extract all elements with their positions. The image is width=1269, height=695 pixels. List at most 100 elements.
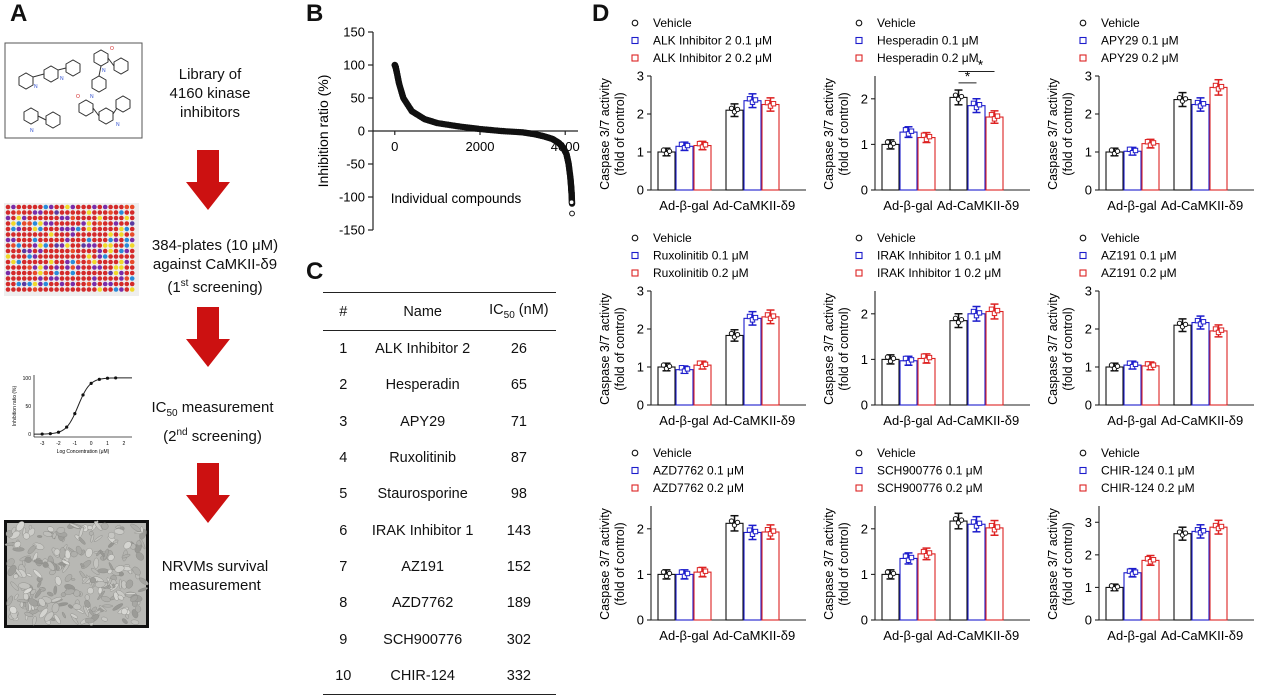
plate-well (11, 276, 16, 281)
d-bar (917, 357, 936, 406)
plate-well (59, 226, 65, 232)
plate-well (129, 259, 135, 265)
plate-well (102, 276, 108, 281)
plate-well (124, 265, 130, 270)
library-line-1: Library of (178, 66, 242, 83)
d-bar (949, 320, 968, 406)
row-number: 8 (339, 595, 348, 612)
legend-label: Vehicle (877, 446, 916, 460)
plate-well (59, 254, 65, 259)
plate-well (32, 226, 38, 232)
d-point (970, 308, 977, 315)
legend-label: APY29 0.1 μM (1101, 34, 1179, 48)
d-point (770, 313, 777, 319)
plate-well (38, 210, 43, 215)
row-ic50-value: 87 (510, 450, 527, 467)
d-category-label: Ad-β-gal (1107, 413, 1156, 428)
d-point (1212, 522, 1219, 529)
plate-well (59, 215, 65, 221)
d-y-tick: 0 (637, 398, 644, 413)
library-line-3: inhibitors (179, 104, 241, 121)
plate-well (86, 243, 92, 248)
d-y-tick: 3 (637, 284, 644, 299)
plate-well (129, 243, 135, 248)
legend-label: Ruxolinitib 0.2 μM (653, 266, 749, 280)
d-bar (917, 553, 936, 621)
plate-well (5, 210, 11, 215)
library-line-2: 4160 kinase (169, 85, 251, 102)
d-point (1182, 530, 1189, 536)
plate-well (124, 215, 130, 221)
plate-well (27, 243, 32, 248)
plates-screen-post: screening) (188, 279, 263, 296)
cell (130, 619, 140, 625)
cell (39, 607, 49, 619)
plate-well (70, 270, 76, 276)
d-point (1126, 360, 1133, 366)
d-point (994, 113, 1001, 119)
d-point (1114, 584, 1121, 590)
plate-well (48, 215, 54, 221)
plate-well (113, 243, 119, 248)
mini-point (48, 432, 52, 436)
mini-point (114, 376, 118, 380)
cell (18, 582, 31, 590)
d-bar (743, 531, 762, 621)
plate-well (119, 221, 124, 226)
d-point (1200, 101, 1207, 107)
plate-well (119, 270, 124, 276)
caspase-subplot: Vehicle AZD7762 0.1 μM AZD7762 0.2 μM 0 1 2 Ca… (598, 446, 806, 643)
d-y-label-line-2: (fold of control) (837, 92, 851, 175)
cell (91, 606, 97, 612)
mini-curve-line (33, 377, 133, 435)
plate-well (124, 281, 130, 287)
plate-well (16, 259, 22, 265)
d-point (1150, 557, 1157, 563)
plate-well (129, 254, 135, 259)
d-bar (657, 151, 676, 191)
plate-well (81, 243, 86, 248)
plate-well (5, 226, 11, 232)
d-point (734, 332, 741, 338)
plates-screen-sup: st (180, 278, 189, 289)
table-row: 1 ALK Inhibitor 2 26 (323, 331, 556, 368)
ic50-table: # Name IC50 (nM) 1 ALK Inhibitor 2 26 2 Hesp… (323, 292, 556, 695)
ic50-line-2: (2nd screening) (140, 423, 285, 446)
d-bar (693, 364, 712, 406)
plate-well (65, 243, 70, 248)
cell (23, 532, 30, 540)
plate-well (48, 204, 54, 210)
plate-well (21, 254, 27, 259)
cell (130, 523, 141, 532)
plate-well (113, 254, 119, 259)
plate-well (108, 259, 113, 265)
legend-marker (1079, 466, 1087, 475)
plate-well (27, 210, 32, 215)
plate-well (129, 221, 135, 226)
cell (67, 604, 73, 609)
d-bar (899, 360, 918, 406)
d-point (696, 140, 703, 147)
plate-well (97, 276, 103, 281)
d-point (1114, 363, 1121, 369)
legend-marker (1079, 269, 1087, 277)
plate-well (65, 232, 70, 237)
legend-marker (631, 466, 639, 475)
d-y-label-line-1: Caspase 3/7 activity (598, 77, 612, 190)
d-bar (881, 358, 900, 406)
d-y-tick: 2 (1085, 107, 1092, 122)
plate-well (38, 232, 43, 237)
d-bar (881, 573, 900, 621)
d-bar (1141, 559, 1160, 621)
plate-well (27, 254, 32, 259)
d-point (1218, 523, 1225, 530)
plate-well (113, 210, 119, 215)
plate-well (59, 265, 65, 270)
plate-well (81, 204, 86, 210)
plate-well (11, 226, 16, 232)
d-category-label: Ad-β-gal (883, 413, 932, 428)
plate-well (43, 210, 49, 215)
d-point (905, 359, 912, 366)
legend-marker (631, 251, 639, 260)
d-point (958, 317, 965, 323)
